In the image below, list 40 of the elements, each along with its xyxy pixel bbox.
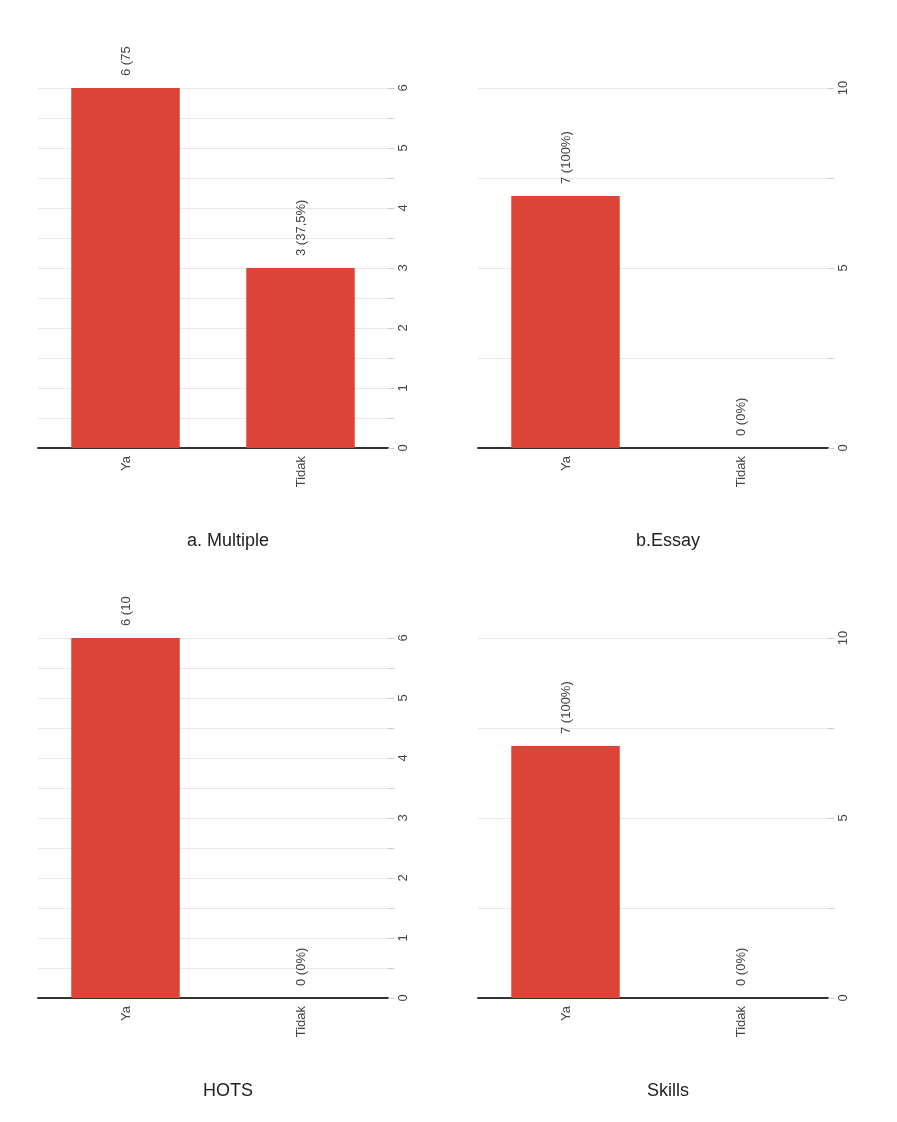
text: Skills (646, 1080, 690, 1100)
x-tick-label: Ya (118, 1005, 133, 1021)
y-tick-label: 0 (835, 994, 850, 1002)
y-tick-label: 10 (835, 80, 850, 96)
data-label: 0 (0%) (293, 947, 308, 986)
text: a. Multiple (186, 530, 270, 550)
data-label: 7 (100%) (558, 131, 573, 184)
y-tick-label: 2 (395, 324, 410, 332)
y-tick-label: 4 (395, 754, 410, 762)
data-label: 3 (37,5%) (293, 199, 308, 256)
y-tick-label: 0 (395, 994, 410, 1002)
y-tick-label: 6 (395, 634, 410, 642)
y-tick-label: 2 (395, 874, 410, 882)
data-label: 0 (0%) (733, 947, 748, 986)
x-tick-label: Tidak (733, 455, 748, 488)
y-tick-label: 1 (395, 934, 410, 942)
x-tick-label: Tidak (733, 1005, 748, 1038)
data-label: 7 (100%) (558, 681, 573, 734)
y-tick-label: 1 (395, 384, 410, 392)
y-tick-label: 0 (835, 444, 850, 452)
y-tick-label: 5 (395, 144, 410, 152)
y-tick-label: 6 (395, 84, 410, 92)
x-tick-label: Tidak (293, 1005, 308, 1038)
y-tick-label: 0 (395, 444, 410, 452)
data-label: 6 (75 (118, 46, 133, 76)
text: HOTS (202, 1080, 254, 1100)
y-tick-label: 5 (835, 264, 850, 272)
x-tick-label: Ya (558, 455, 573, 471)
data-label: 6 (10 (118, 596, 133, 626)
y-tick-label: 5 (395, 694, 410, 702)
y-tick-label: 3 (395, 814, 410, 822)
data-label: 0 (0%) (733, 397, 748, 436)
y-tick-label: 3 (395, 264, 410, 272)
y-tick-label: 4 (395, 204, 410, 212)
x-tick-label: Ya (558, 1005, 573, 1021)
x-tick-label: Ya (118, 455, 133, 471)
y-tick-label: 10 (835, 630, 850, 646)
x-tick-label: Tidak (293, 455, 308, 488)
text: b.Essay (635, 530, 701, 550)
y-tick-label: 5 (835, 814, 850, 822)
